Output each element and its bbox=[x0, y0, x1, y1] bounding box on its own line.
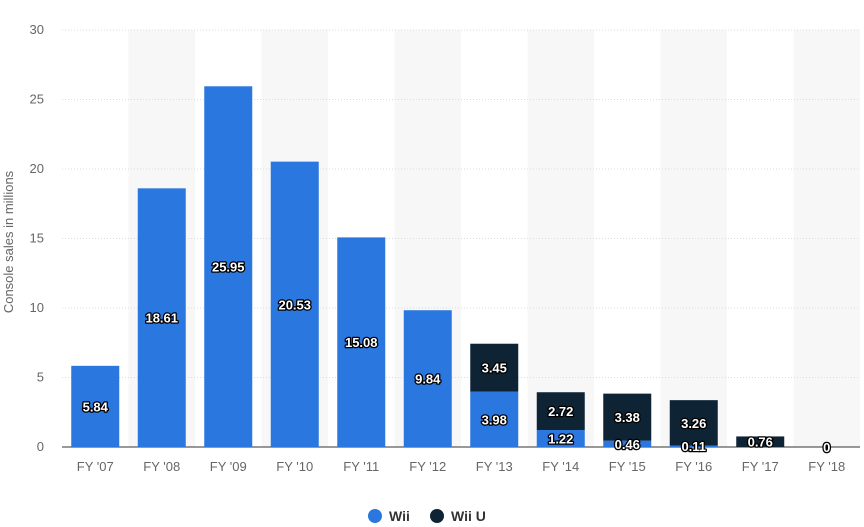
legend-label: Wii U bbox=[451, 508, 486, 524]
bar-wii[interactable] bbox=[337, 237, 386, 447]
x-tick-label: FY '11 bbox=[343, 459, 379, 474]
bar-wii[interactable] bbox=[204, 86, 253, 448]
y-gridlines bbox=[62, 29, 860, 448]
x-tick-label: FY '08 bbox=[143, 459, 180, 474]
data-label: 0.76 bbox=[748, 435, 773, 450]
x-tick-label: FY '07 bbox=[77, 459, 114, 474]
data-label: 15.08 bbox=[345, 335, 378, 350]
y-tick-label: 20 bbox=[30, 161, 44, 176]
bars bbox=[71, 86, 785, 448]
bar-wii-u[interactable] bbox=[736, 436, 785, 447]
data-label: 3.98 bbox=[482, 412, 507, 427]
data-label: 3.45 bbox=[482, 361, 507, 376]
bar-wii[interactable] bbox=[603, 440, 652, 447]
legend-label: Wii bbox=[389, 508, 410, 524]
y-tick-label: 5 bbox=[37, 370, 44, 385]
bar-wii[interactable] bbox=[270, 161, 319, 447]
data-label: 1.22 bbox=[548, 432, 573, 447]
data-label: 5.84 bbox=[83, 399, 109, 414]
x-tick-label: FY '10 bbox=[276, 459, 313, 474]
x-axis-ticks: FY '07 FY '08 FY '09 FY '10 FY '11 FY '12 FY '… bbox=[77, 459, 845, 474]
data-label: 2.72 bbox=[548, 404, 573, 419]
column-band bbox=[660, 30, 727, 447]
data-label: 3.38 bbox=[615, 410, 640, 425]
bar-wii[interactable] bbox=[137, 188, 186, 448]
y-tick-label: 30 bbox=[30, 22, 44, 37]
bar-wii-u[interactable] bbox=[470, 343, 519, 392]
y-axis-label: Console sales in millions bbox=[1, 170, 16, 313]
data-label: 9.84 bbox=[415, 372, 441, 387]
legend[interactable]: Wii Wii U bbox=[368, 508, 486, 524]
x-tick-label: FY '09 bbox=[210, 459, 247, 474]
bar-wii[interactable] bbox=[470, 391, 519, 447]
y-tick-label: 15 bbox=[30, 231, 44, 246]
y-tick-label: 10 bbox=[30, 300, 44, 315]
legend-marker bbox=[430, 509, 444, 523]
y-axis-ticks: 0 5 10 15 20 25 30 bbox=[30, 22, 44, 454]
y-tick-label: 25 bbox=[30, 92, 44, 107]
bar-wii[interactable] bbox=[536, 430, 585, 447]
x-tick-label: FY '18 bbox=[808, 459, 845, 474]
data-label: 20.53 bbox=[278, 297, 311, 312]
bar-wii[interactable] bbox=[403, 310, 452, 447]
x-tick-label: FY '16 bbox=[675, 459, 712, 474]
data-label: 3.26 bbox=[681, 416, 706, 431]
y-tick-label: 0 bbox=[37, 439, 44, 454]
data-label: 18.61 bbox=[145, 311, 178, 326]
data-labels: 5.84 18.61 25.95 20.53 15.08 9.84 3.98 3.45 1.22… bbox=[81, 258, 831, 456]
bar-wii[interactable] bbox=[71, 365, 120, 447]
data-label: 25.95 bbox=[212, 260, 245, 275]
legend-item-wii[interactable]: Wii bbox=[368, 508, 410, 524]
bar-wii-u[interactable] bbox=[536, 392, 585, 431]
x-tick-label: FY '13 bbox=[476, 459, 513, 474]
legend-marker bbox=[368, 509, 382, 523]
bar-wii-u[interactable] bbox=[669, 400, 718, 446]
data-label: 0.46 bbox=[615, 437, 640, 452]
bar-wii[interactable] bbox=[669, 445, 718, 447]
x-tick-label: FY '17 bbox=[742, 459, 779, 474]
bar-wii-u[interactable] bbox=[603, 393, 652, 441]
data-label: 0.11 bbox=[681, 439, 706, 454]
x-tick-label: FY '15 bbox=[609, 459, 646, 474]
x-tick-label: FY '12 bbox=[409, 459, 446, 474]
x-tick-label: FY '14 bbox=[542, 459, 579, 474]
data-label: 0 bbox=[823, 440, 830, 455]
legend-item-wii-u[interactable]: Wii U bbox=[430, 508, 486, 524]
